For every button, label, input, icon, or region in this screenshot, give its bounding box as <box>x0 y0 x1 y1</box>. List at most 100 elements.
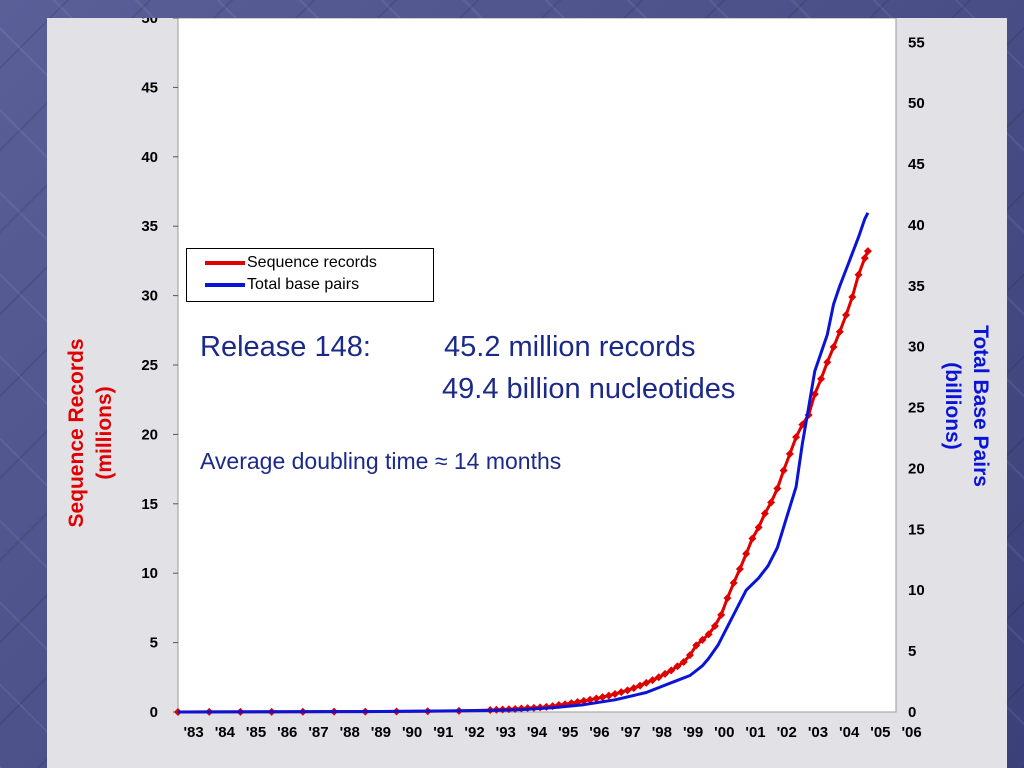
series-marker-sequence-records <box>698 635 707 644</box>
left-tick-label: 45 <box>141 79 158 96</box>
legend: Sequence records Total base pairs <box>186 248 434 302</box>
series-marker-sequence-records <box>611 689 620 698</box>
right-tick-label: 55 <box>908 34 925 51</box>
x-tick-label: '00 <box>714 724 734 741</box>
series-marker-sequence-records <box>779 466 788 475</box>
series-marker-sequence-records <box>629 684 638 693</box>
series-line-total-base-pairs <box>177 212 870 714</box>
annotation-records: 45.2 million records <box>444 331 696 363</box>
legend-item-sequence-records: Sequence records <box>187 252 377 274</box>
right-axis-title: Total Base Pairs(billions) <box>941 325 992 487</box>
right-tick-label: 25 <box>908 400 925 417</box>
series-marker-sequence-records <box>773 484 782 493</box>
right-tick-label: 30 <box>908 339 925 356</box>
series-marker-sequence-records <box>860 254 869 263</box>
series-marker-sequence-records <box>785 449 794 458</box>
legend-swatch-total-base-pairs <box>205 283 245 287</box>
right-tick-label: 45 <box>908 156 925 173</box>
x-tick-label: '99 <box>683 724 703 741</box>
series-marker-sequence-records <box>823 358 832 367</box>
left-tick-label: 50 <box>141 18 158 27</box>
x-tick-label: '04 <box>839 724 860 741</box>
series-marker-sequence-records <box>692 641 701 650</box>
right-tick-label: 10 <box>908 582 925 599</box>
series-marker-sequence-records <box>667 666 676 675</box>
legend-swatch-sequence-records <box>205 261 245 265</box>
series-marker-sequence-records <box>660 669 669 678</box>
series-marker-sequence-records <box>748 534 757 543</box>
series-marker-sequence-records <box>710 621 719 630</box>
left-tick-label: 15 <box>141 496 158 513</box>
series-marker-sequence-records <box>735 565 744 574</box>
series-marker-sequence-records <box>679 658 688 667</box>
x-tick-label: '02 <box>777 724 797 741</box>
series-marker-sequence-records <box>604 691 613 700</box>
series-marker-sequence-records <box>829 342 838 351</box>
series-marker-sequence-records <box>685 651 694 660</box>
x-tick-label: '85 <box>246 724 266 741</box>
series-marker-sequence-records <box>729 578 738 587</box>
x-tick-label: '83 <box>183 724 203 741</box>
series-marker-sequence-records <box>854 270 863 279</box>
x-tick-label: '87 <box>308 724 328 741</box>
series-marker-sequence-records <box>648 676 657 685</box>
left-tick-label: 30 <box>141 288 158 305</box>
right-tick-label: 20 <box>908 460 925 477</box>
series-marker-sequence-records <box>654 673 663 682</box>
left-tick-label: 5 <box>150 635 158 652</box>
legend-item-total-base-pairs: Total base pairs <box>187 274 359 296</box>
series-marker-sequence-records <box>673 662 682 671</box>
x-tick-label: '86 <box>277 724 297 741</box>
x-tick-label: '93 <box>496 724 516 741</box>
x-tick-label: '84 <box>215 724 236 741</box>
series-marker-sequence-records <box>863 247 872 256</box>
series-marker-sequence-records <box>767 498 776 507</box>
series-marker-sequence-records <box>636 681 645 690</box>
right-tick-label: 15 <box>908 521 925 538</box>
series-marker-sequence-records <box>598 693 607 702</box>
annotation-doubling-time: Average doubling time ≈ 14 months <box>200 448 562 474</box>
x-tick-label: '94 <box>527 724 548 741</box>
annotation-release: Release 148: <box>200 331 371 363</box>
left-tick-label: 20 <box>141 426 158 443</box>
series-marker-sequence-records <box>817 374 826 383</box>
x-tick-label: '89 <box>371 724 391 741</box>
series-marker-sequence-records <box>742 549 751 558</box>
x-tick-label: '92 <box>464 724 484 741</box>
plot-area <box>177 18 897 713</box>
series-marker-sequence-records <box>810 390 819 399</box>
chart-panel: 0 5 10 15 20 25 30 35 40 45 50 0 5 10 15 20 25 30 35 40 45 50… <box>47 18 1007 768</box>
series-marker-sequence-records <box>717 610 726 619</box>
series-marker-sequence-records <box>642 678 651 687</box>
series-marker-sequence-records <box>835 327 844 336</box>
left-tick-label: 25 <box>141 357 158 374</box>
x-tick-label: '98 <box>652 724 672 741</box>
x-tick-label: '03 <box>808 724 828 741</box>
x-tick-label: '96 <box>589 724 609 741</box>
legend-label-sequence-records: Sequence records <box>247 254 377 271</box>
x-tick-label: '95 <box>558 724 578 741</box>
series-marker-sequence-records <box>848 292 857 301</box>
right-tick-label: 5 <box>908 643 916 660</box>
x-tick-label: '90 <box>402 724 422 741</box>
series-marker-sequence-records <box>617 688 626 697</box>
series-marker-sequence-records <box>842 311 851 320</box>
series-marker-sequence-records <box>723 594 732 603</box>
annotation-nucleotides: 49.4 billion nucleotides <box>442 373 736 405</box>
series-marker-sequence-records <box>623 686 632 695</box>
x-tick-label: '06 <box>901 724 921 741</box>
left-tick-label: 40 <box>141 149 158 166</box>
right-tick-label: 35 <box>908 278 925 295</box>
series-marker-sequence-records <box>754 523 763 532</box>
x-tick-label: '88 <box>340 724 360 741</box>
x-tick-label: '05 <box>870 724 890 741</box>
left-axis-title: Sequence Records (millions) <box>65 338 116 527</box>
x-tick-label: '01 <box>745 724 765 741</box>
left-tick-label: 35 <box>141 218 158 235</box>
left-tick-label: 10 <box>141 565 158 582</box>
x-tick-label: '97 <box>621 724 641 741</box>
series-marker-sequence-records <box>592 694 601 703</box>
chart-svg: 0 5 10 15 20 25 30 35 40 45 50 0 5 10 15 20 25 30 35 40 45 50… <box>65 18 992 741</box>
series-marker-sequence-records <box>792 433 801 442</box>
series-marker-sequence-records <box>760 509 769 518</box>
